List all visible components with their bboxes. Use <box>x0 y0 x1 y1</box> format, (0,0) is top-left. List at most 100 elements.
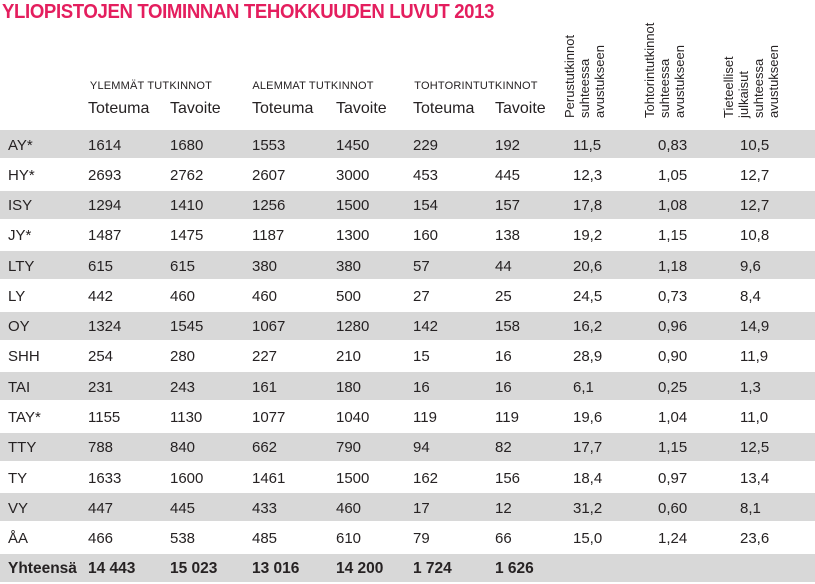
group-header-alemmat: ALEMMAT TUTKINNOT <box>252 80 374 92</box>
table-cell: 1280 <box>336 318 370 336</box>
table-cell: 1300 <box>336 227 370 245</box>
table-cell: 192 <box>495 136 521 154</box>
table-cell: 27 <box>413 287 430 305</box>
table-cell: 11,5 <box>573 136 602 154</box>
table-cell: 20,6 <box>573 257 603 275</box>
table-cell: 12 <box>495 499 512 517</box>
table-cell: 18,4 <box>573 469 603 487</box>
table-cell: 615 <box>88 257 114 275</box>
table-cell: 1067 <box>252 318 286 336</box>
table-cell: 162 <box>413 469 439 487</box>
table-cell: 280 <box>170 348 196 366</box>
table-cell: 1545 <box>170 318 204 336</box>
table-row: VY 447 445 433 460 17 12 31,2 0,60 8,1 <box>0 493 815 524</box>
table-cell: 0,73 <box>658 287 688 305</box>
table-cell: 11,0 <box>740 409 769 427</box>
table-cell: 8,4 <box>740 287 761 305</box>
table-cell: 79 <box>413 530 430 548</box>
table-cell: 445 <box>170 499 196 517</box>
table-cell: 161 <box>252 378 278 396</box>
column-subheader: Toteuma <box>413 100 475 117</box>
table-cell: 142 <box>413 318 439 336</box>
row-label: HY* <box>8 166 35 184</box>
table-cell: 1187 <box>252 227 285 245</box>
table-cell: 1294 <box>88 197 122 215</box>
table-cell: 157 <box>495 197 521 215</box>
table-cell: 380 <box>336 257 362 275</box>
table-cell: 0,97 <box>658 469 688 487</box>
table-cell: 1,24 <box>658 530 688 548</box>
table-cell: 1450 <box>336 136 370 154</box>
rotated-header-perustutkinnot: Perustutkinnot suhteessa avustukseen <box>562 34 607 118</box>
table-cell: 1155 <box>88 409 121 427</box>
table-cell: 160 <box>413 227 439 245</box>
table-cell: 466 <box>88 530 114 548</box>
table-cell: 229 <box>413 136 439 154</box>
row-label: ISY <box>8 197 33 215</box>
table-cell: 1 626 <box>495 559 534 577</box>
table-cell: 17,8 <box>573 197 603 215</box>
table-cell: 1614 <box>88 136 122 154</box>
table-cell: 16 <box>413 378 430 396</box>
table-cell: 12,7 <box>740 166 770 184</box>
table-cell: 380 <box>252 257 278 275</box>
table-cell: 1633 <box>88 469 122 487</box>
table-row: TY 1633 1600 1461 1500 162 156 18,4 0,97 13,4 <box>0 463 815 493</box>
table-cell: 840 <box>170 439 196 457</box>
table-cell: 1,3 <box>740 378 761 396</box>
table-cell: 57 <box>413 257 430 275</box>
row-label: TY <box>8 469 28 487</box>
table-row: ÅA 466 538 485 610 79 66 15,0 1,24 23,6 <box>0 523 815 553</box>
table-cell: 19,2 <box>573 227 603 245</box>
table-cell: 210 <box>336 348 362 366</box>
table-row: JY* 1487 1475 1187 1300 160 138 19,2 1,15 10,8 <box>0 221 815 251</box>
table-cell: 662 <box>252 439 278 457</box>
table-cell: 14,9 <box>740 318 770 336</box>
table-cell: 2693 <box>88 166 122 184</box>
table-cell: 1,18 <box>658 257 688 275</box>
table-cell: 0,60 <box>658 499 688 517</box>
table-cell: 1680 <box>170 136 204 154</box>
table-cell: 460 <box>252 287 278 305</box>
table-cell: 3000 <box>336 166 370 184</box>
table-cell: 1475 <box>170 227 204 245</box>
table-body: AY* 1614 1680 1553 1450 229 192 11,5 0,83 10,5 HY*… <box>0 130 815 584</box>
column-subheader: Tavoite <box>495 100 546 117</box>
table-row: LY 442 460 460 500 27 25 24,5 0,73 8,4 <box>0 281 815 311</box>
table-row: TAI 231 243 161 180 16 16 6,1 0,25 1,3 <box>0 372 815 403</box>
table-cell: 16,2 <box>573 318 603 336</box>
total-row: Yhteensä 14 443 15 023 13 016 14 200 1 724 1 6… <box>0 553 815 584</box>
table-cell: 12,7 <box>740 197 770 215</box>
table-cell: 13,4 <box>740 469 770 487</box>
table-cell: 485 <box>252 530 278 548</box>
rotated-header-tieteelliset: Tieteelliset julkaisut suhteessa avustuk… <box>721 45 781 118</box>
table-cell: 243 <box>170 378 196 396</box>
table-cell: 28,9 <box>573 348 603 366</box>
column-subheader: Tavoite <box>170 100 221 117</box>
row-label: LY <box>8 287 26 305</box>
table-cell: 227 <box>252 348 278 366</box>
row-label: JY* <box>8 227 32 245</box>
table-cell: 1600 <box>170 469 204 487</box>
table-cell: 1130 <box>170 409 203 427</box>
table-cell: 6,1 <box>573 378 594 396</box>
row-label: Yhteensä <box>8 559 77 577</box>
table-cell: 19,6 <box>573 409 603 427</box>
table-cell: 13 016 <box>252 559 300 577</box>
table-cell: 790 <box>336 439 362 457</box>
row-label: VY <box>8 499 29 517</box>
table-row: SHH 254 280 227 210 15 16 28,9 0,90 11,9 <box>0 342 815 372</box>
table-cell: 14 200 <box>336 559 384 577</box>
table-cell: 1461 <box>252 469 286 487</box>
table-row: ISY 1294 1410 1256 1500 154 157 17,8 1,08 12,7 <box>0 190 815 221</box>
table-cell: 2762 <box>170 166 204 184</box>
row-label: TTY <box>8 439 37 457</box>
table-cell: 12,5 <box>740 439 770 457</box>
table-cell: 44 <box>495 257 512 275</box>
table-cell: 12,3 <box>573 166 603 184</box>
row-label: LTY <box>8 257 35 275</box>
table-cell: 15 <box>413 348 430 366</box>
table-cell: 156 <box>495 469 521 487</box>
table-cell: 8,1 <box>740 499 761 517</box>
table-cell: 1500 <box>336 197 370 215</box>
